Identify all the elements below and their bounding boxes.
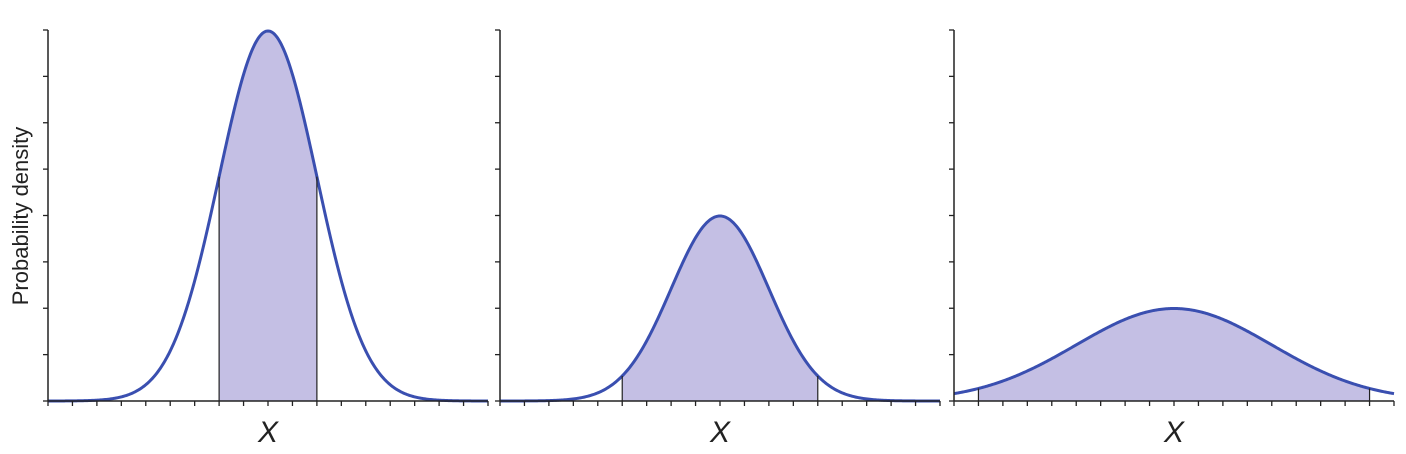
x-axis-label-1: X: [257, 416, 279, 449]
x-axis-label-2: X: [709, 416, 731, 449]
x-ticks-3: [953, 401, 1395, 406]
chart-panel-1: Probability density X: [8, 29, 489, 449]
y-ticks-3: [949, 29, 954, 402]
x-ticks-1: [47, 401, 489, 406]
density-curve-2: [500, 214, 940, 403]
shaded-area-2: [622, 215, 818, 401]
shaded-area-1: [219, 30, 317, 401]
y-ticks-2: [495, 29, 500, 402]
y-ticks-1: [43, 29, 48, 402]
x-ticks-2: [499, 401, 941, 406]
density-curve-3: [953, 307, 1395, 396]
x-axis-label-3: X: [1163, 416, 1185, 449]
density-curve-1: [47, 29, 489, 403]
shaded-area-3: [978, 308, 1370, 401]
y-axis-label-1: Probability density: [8, 127, 33, 306]
chart-panel-2: X: [495, 29, 941, 449]
chart-panel-3: X: [949, 29, 1395, 449]
